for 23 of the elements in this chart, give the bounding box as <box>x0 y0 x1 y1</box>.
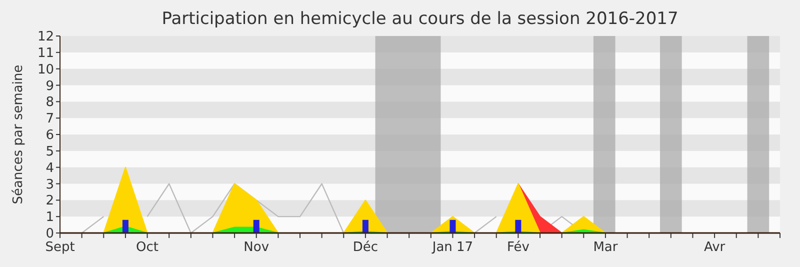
y-tick-label: 11 <box>37 46 54 61</box>
y-tick-label: 6 <box>46 128 54 144</box>
y-tick-label: 5 <box>46 144 54 160</box>
chart-title: Participation en hemicycle au cours de la session 2016-2017 <box>162 9 678 29</box>
x-tick-label: Nov <box>244 240 270 255</box>
x-tick-label: Jan 17 <box>431 240 474 255</box>
y-axis-title: Séances par semaine <box>11 64 26 204</box>
y-tick-label: 7 <box>46 112 54 127</box>
y-tick-label: 10 <box>37 62 54 78</box>
x-tick-label: Oct <box>136 240 159 255</box>
y-tick-label: 2 <box>46 194 54 209</box>
x-tick-label: Sept <box>45 240 75 255</box>
x-tick-label: Mar <box>593 240 618 255</box>
y-tick-label: 3 <box>46 177 54 192</box>
x-tick-label: Fév <box>506 240 530 255</box>
y-tick-label: 12 <box>37 30 54 45</box>
y-tick-label: 4 <box>46 160 54 176</box>
y-tick-label: 0 <box>46 226 54 242</box>
y-tick-label: 1 <box>46 210 54 226</box>
y-tick-label: 8 <box>46 95 54 110</box>
y-tick-label: 9 <box>46 78 54 94</box>
x-tick-label: Avr <box>704 240 726 255</box>
x-tick-label: Déc <box>352 240 378 255</box>
